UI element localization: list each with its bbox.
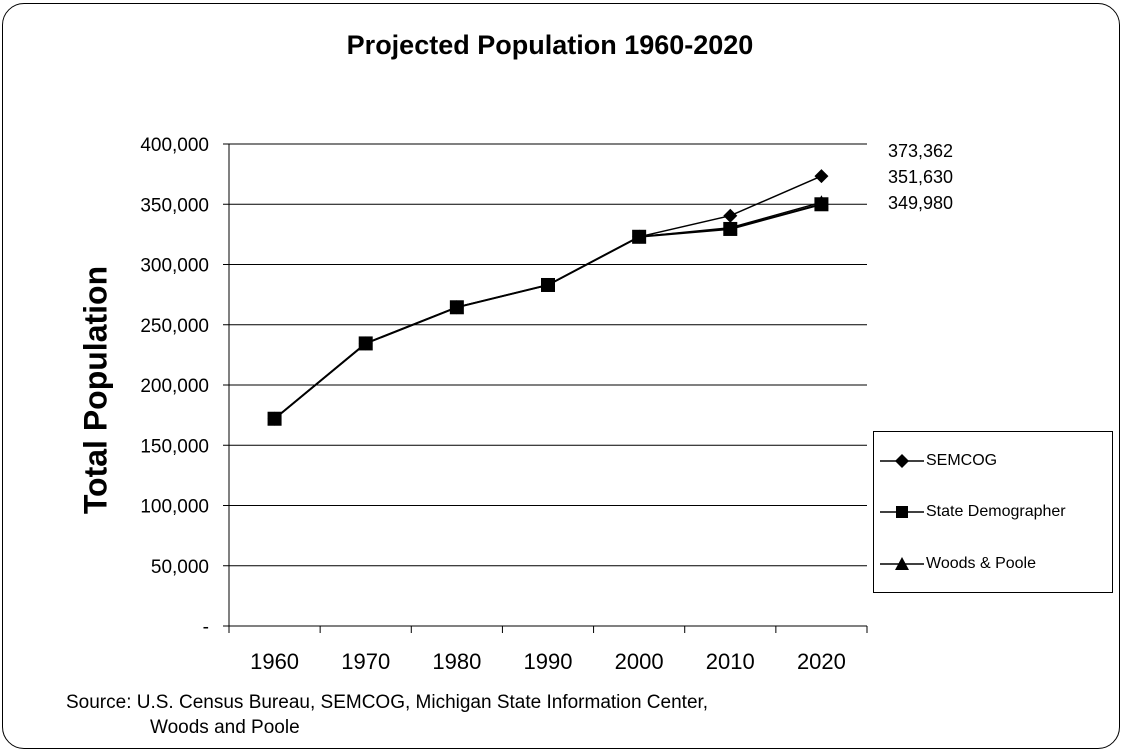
tick-labels: - 50,000 100,000 150,000 200,000 250,000 300,0… xyxy=(140,135,846,674)
x-tick-label: 1990 xyxy=(524,649,573,674)
legend-item-state-demographer: State Demographer xyxy=(874,498,1112,526)
legend-item-woods-poole: Woods & Poole xyxy=(874,550,1112,578)
end-labels: 373,362 351,630 349,980 xyxy=(888,141,953,213)
legend-label: Woods & Poole xyxy=(926,555,1036,572)
triangle-marker-icon xyxy=(880,557,924,570)
gridlines xyxy=(229,143,867,567)
x-tick-label: 1960 xyxy=(250,649,299,674)
data-point-state-demographer xyxy=(358,336,373,351)
x-tick-label: 2010 xyxy=(706,649,755,674)
y-tick-label: 200,000 xyxy=(140,376,209,397)
y-tick-label: 50,000 xyxy=(151,557,209,578)
y-tick-label: 150,000 xyxy=(140,436,209,457)
diamond-marker-icon xyxy=(880,454,924,468)
x-tick-label: 1970 xyxy=(341,649,390,674)
data-point-semcog xyxy=(723,208,738,223)
source-line-2: Woods and Poole xyxy=(150,717,300,738)
source-line-1: Source: U.S. Census Bureau, SEMCOG, Mich… xyxy=(66,692,709,713)
end-value-label: 351,630 xyxy=(888,167,953,187)
end-value-label: 349,980 xyxy=(888,193,953,213)
y-tick-label: 250,000 xyxy=(140,316,209,337)
end-value-label: 373,362 xyxy=(888,141,953,161)
legend-label: SEMCOG xyxy=(926,452,998,469)
source-note: Source: U.S. Census Bureau, SEMCOG, Mich… xyxy=(66,690,708,740)
legend: SEMCOG State Demographer Woods & Poole xyxy=(873,431,1113,593)
data-point-state-demographer xyxy=(632,229,647,244)
square-marker-icon xyxy=(880,506,924,518)
chart-title: Projected Population 1960-2020 xyxy=(346,30,754,60)
y-tick-label: 300,000 xyxy=(140,256,209,277)
series-line-woods-poole xyxy=(274,201,822,420)
y-tick-label: 350,000 xyxy=(140,195,209,216)
series xyxy=(267,169,829,426)
legend-label: State Demographer xyxy=(926,503,1066,520)
series-line-semcog xyxy=(274,175,822,420)
x-tick-label: 2000 xyxy=(615,649,664,674)
data-point-state-demographer xyxy=(814,197,829,212)
x-tick-label: 2020 xyxy=(797,649,846,674)
series-line-state-demographer xyxy=(273,203,822,420)
data-point-semcog xyxy=(814,169,829,184)
y-tick-label: - xyxy=(203,617,209,638)
y-tick-label: 100,000 xyxy=(140,497,209,518)
axes xyxy=(223,143,868,633)
data-point-state-demographer xyxy=(449,300,464,315)
y-tick-label: 400,000 xyxy=(140,135,209,156)
legend-item-semcog: SEMCOG xyxy=(874,447,1112,475)
data-point-state-demographer xyxy=(541,277,555,292)
x-tick-label: 1980 xyxy=(432,649,481,674)
data-point-state-demographer xyxy=(723,221,738,236)
chart-frame xyxy=(2,3,1120,749)
data-point-state-demographer xyxy=(267,411,282,426)
